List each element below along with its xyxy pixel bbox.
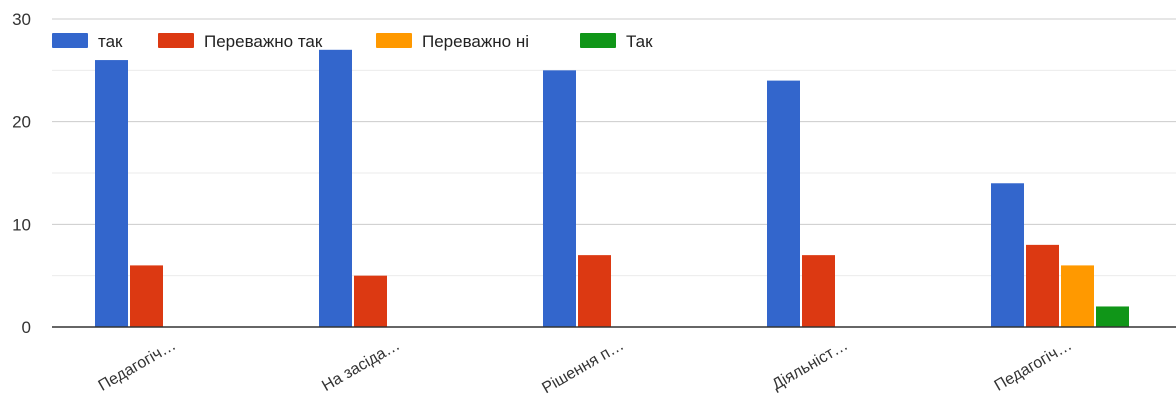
bar-1-series-1[interactable]	[95, 60, 128, 328]
bar-3-series-1[interactable]	[543, 70, 576, 327]
bar-5-series-2[interactable]	[1026, 244, 1059, 327]
legend-item[interactable]: так	[52, 32, 123, 51]
bar-2-series-2[interactable]	[354, 275, 387, 327]
bar-3-series-2[interactable]	[578, 255, 611, 327]
legend-item[interactable]: Переважно ні	[376, 32, 529, 51]
y-tick-label: 30	[12, 10, 31, 29]
x-category-label: Діяльніст…	[769, 337, 851, 394]
y-axis-ticks: 0 10 20 30	[12, 10, 31, 337]
bar-5-series-1[interactable]	[991, 183, 1024, 327]
legend-item[interactable]: Так	[580, 32, 653, 51]
y-tick-label: 10	[12, 215, 31, 234]
legend-label: Переважно так	[204, 32, 323, 51]
x-category-label: Рішення п…	[539, 337, 627, 397]
legend-label: Так	[626, 32, 653, 51]
legend-label: Переважно ні	[422, 32, 529, 51]
legend-swatch	[580, 33, 616, 48]
bar-5-series-4[interactable]	[1096, 306, 1129, 327]
legend-label: так	[98, 32, 123, 51]
bar-5-series-3[interactable]	[1061, 265, 1094, 327]
bar-2-series-1[interactable]	[319, 49, 352, 328]
y-tick-label: 0	[22, 318, 31, 337]
legend-swatch	[158, 33, 194, 48]
bar-4-series-1[interactable]	[767, 80, 800, 327]
legend-item[interactable]: Переважно так	[158, 32, 323, 51]
bar-4-series-2[interactable]	[802, 255, 835, 327]
bars	[95, 49, 1129, 328]
legend[interactable]: так Переважно так Переважно ні Так	[52, 32, 653, 51]
gridlines	[52, 18, 1176, 277]
y-tick-label: 20	[12, 113, 31, 132]
bar-1-series-2[interactable]	[130, 265, 163, 327]
x-category-label: На засіда…	[319, 337, 403, 395]
x-category-label: Педагогіч…	[992, 337, 1075, 395]
legend-swatch	[52, 33, 88, 48]
x-category-label: Педагогіч…	[96, 337, 179, 395]
legend-swatch	[376, 33, 412, 48]
category-labels: Педагогіч… На засіда… Рішення п… Діяльніст……	[96, 337, 1075, 397]
